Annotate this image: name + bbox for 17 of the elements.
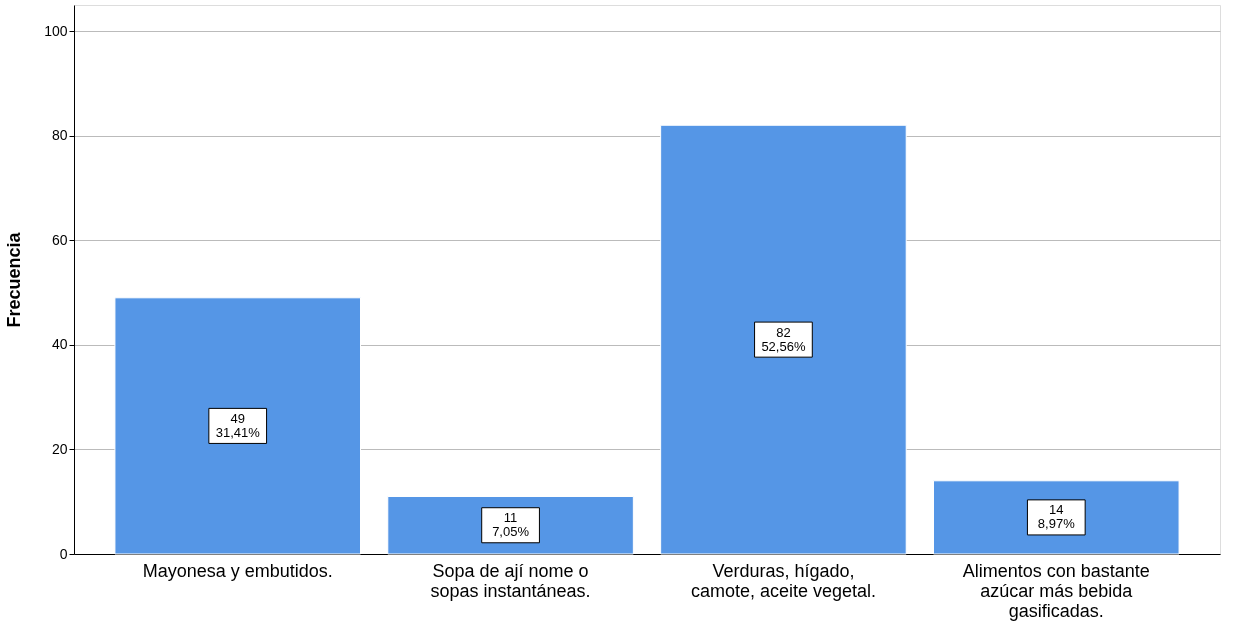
y-tick-label: 0 [59,545,68,562]
y-tick-label: 40 [51,336,68,353]
data-label: 11 7,05% [492,510,530,540]
x-tick-label: Mayonesa y embutidos. [142,560,333,581]
x-tick-label: Alimentos con bastante azúcar más bebida gasificadas. [962,560,1150,621]
x-tick-label: Sopa de ají nome o sopas instantáneas. [430,560,591,601]
y-tick-label: 60 [51,231,68,248]
y-tick-label: 80 [51,127,68,144]
bar [660,124,907,555]
data-label: 49 31,41% [215,410,261,440]
y-axis-title: Frecuencia [4,231,25,328]
x-tick-label: Verduras, hígado, camote, aceite vegetal. [690,560,876,601]
y-tick-label: 20 [51,440,68,457]
data-label: 14 8,97% [1037,502,1076,532]
y-tick-label: 100 [44,22,68,39]
bar [114,297,361,555]
data-label: 82 52,56% [761,324,806,354]
